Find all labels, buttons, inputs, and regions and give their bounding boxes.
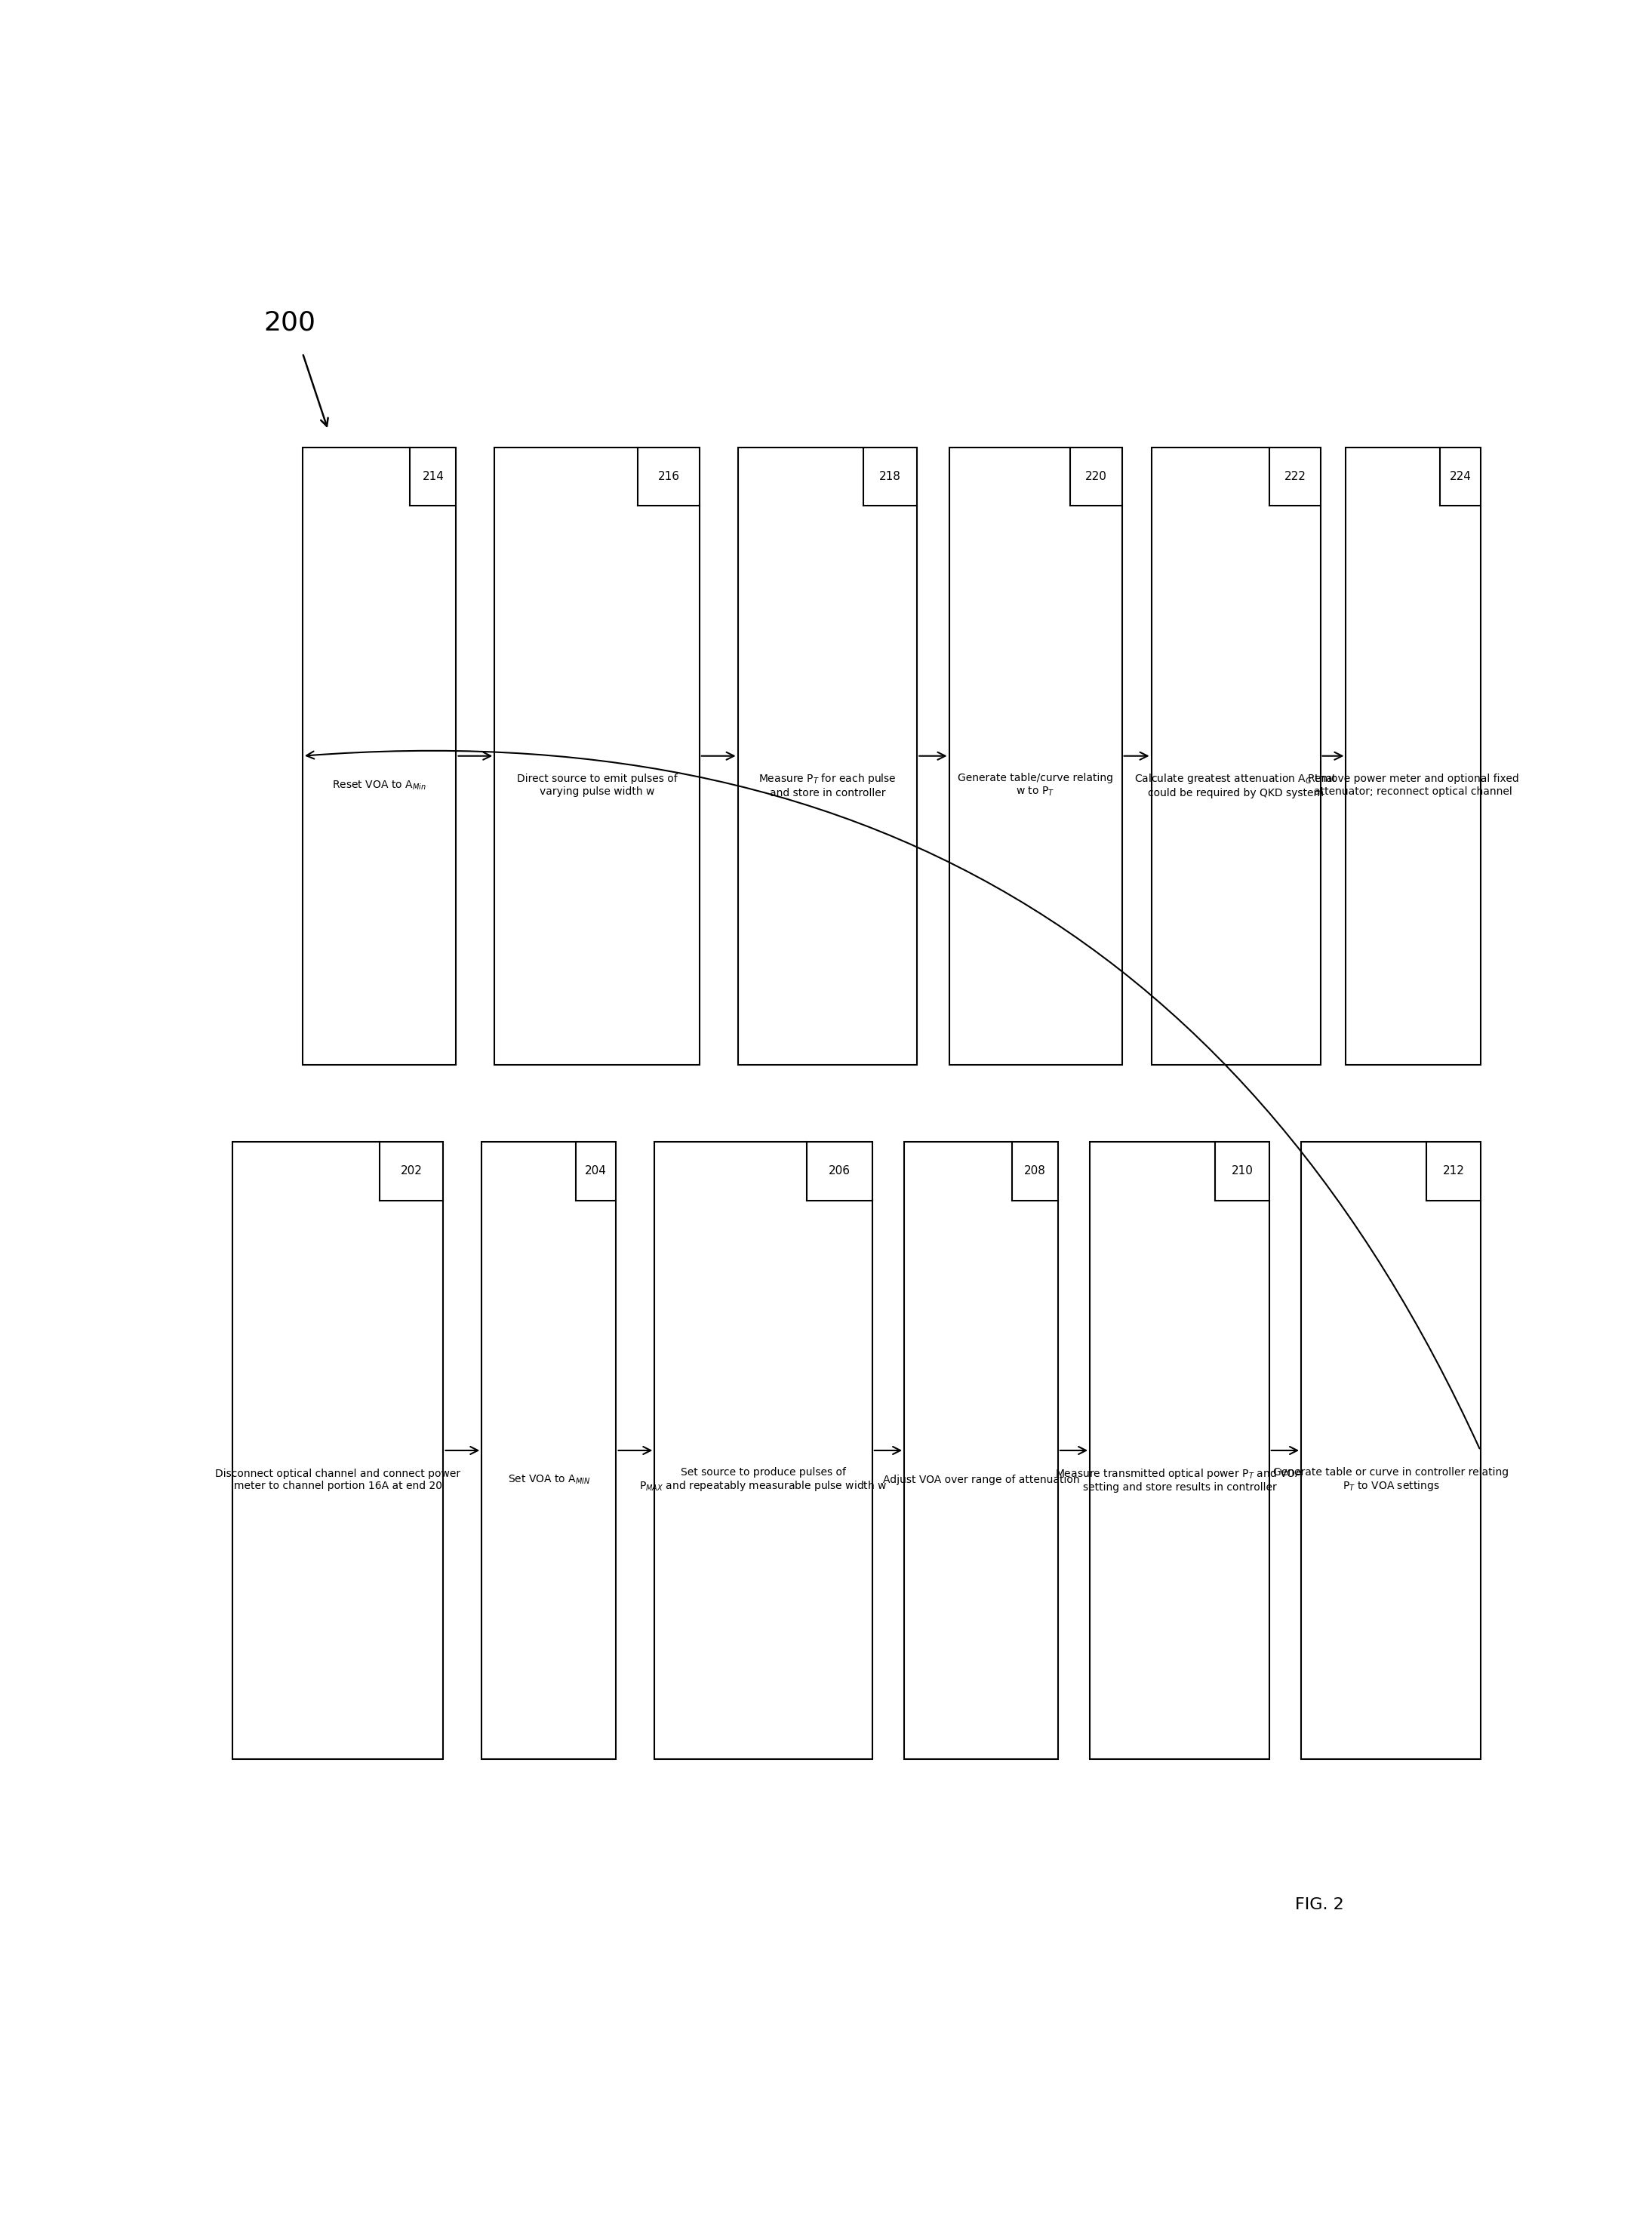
Text: Disconnect optical channel and connect power
meter to channel portion 16A at end: Disconnect optical channel and connect p…	[215, 1468, 461, 1492]
Text: 220: 220	[1085, 470, 1107, 483]
Text: 216: 216	[657, 470, 679, 483]
Text: 202: 202	[401, 1165, 423, 1176]
Bar	[231, 1142, 443, 1759]
Text: Reset VOA to A$_{Min}$: Reset VOA to A$_{Min}$	[332, 779, 426, 791]
Text: 222: 222	[1284, 470, 1307, 483]
Bar	[904, 1142, 1057, 1759]
Text: 208: 208	[1024, 1165, 1046, 1176]
Text: 212: 212	[1442, 1165, 1464, 1176]
Text: 224: 224	[1449, 470, 1472, 483]
Text: 204: 204	[585, 1165, 606, 1176]
Text: 214: 214	[423, 470, 444, 483]
Bar	[1090, 1142, 1269, 1759]
Text: Generate table or curve in controller relating
P$_T$ to VOA settings: Generate table or curve in controller re…	[1274, 1468, 1508, 1492]
Bar	[494, 448, 699, 1065]
Text: Measure P$_T$ for each pulse
and store in controller: Measure P$_T$ for each pulse and store i…	[758, 773, 897, 797]
Text: Calculate greatest attenuation A$_G$ that
could be required by QKD system: Calculate greatest attenuation A$_G$ tha…	[1135, 773, 1336, 797]
Bar	[738, 448, 917, 1065]
Bar	[654, 1142, 872, 1759]
Bar	[948, 448, 1122, 1065]
Text: Adjust VOA over range of attenuation: Adjust VOA over range of attenuation	[882, 1474, 1079, 1485]
Bar	[302, 448, 456, 1065]
Text: Set source to produce pulses of
P$_{MAX}$ and repeatably measurable pulse width : Set source to produce pulses of P$_{MAX}…	[639, 1468, 887, 1492]
Text: Measure transmitted optical power P$_T$ and VOA
setting and store results in con: Measure transmitted optical power P$_T$ …	[1056, 1468, 1303, 1492]
Text: 218: 218	[879, 470, 900, 483]
Text: 200: 200	[264, 310, 316, 336]
Text: Set VOA to A$_{MIN}$: Set VOA to A$_{MIN}$	[507, 1474, 590, 1485]
Text: Remove power meter and optional fixed
attenuator; reconnect optical channel: Remove power meter and optional fixed at…	[1308, 775, 1518, 797]
Bar	[1151, 448, 1320, 1065]
Text: 210: 210	[1231, 1165, 1254, 1176]
Bar	[1346, 448, 1480, 1065]
Text: Direct source to emit pulses of
varying pulse width w: Direct source to emit pulses of varying …	[517, 775, 677, 797]
Bar	[482, 1142, 616, 1759]
Text: FIG. 2: FIG. 2	[1295, 1897, 1343, 1913]
Bar	[1302, 1142, 1480, 1759]
Text: 206: 206	[829, 1165, 851, 1176]
Text: Generate table/curve relating
w to P$_T$: Generate table/curve relating w to P$_T$	[958, 773, 1113, 797]
